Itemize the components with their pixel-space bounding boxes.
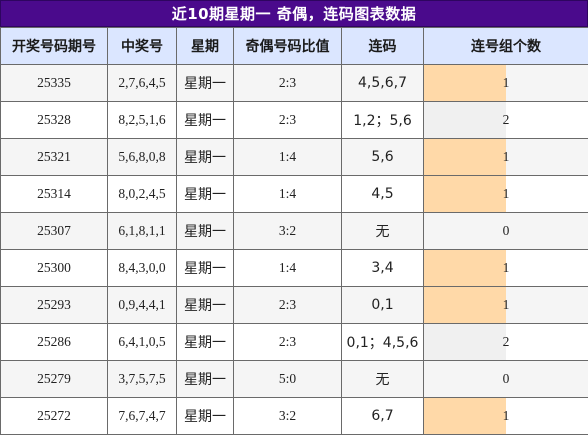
count-bar — [424, 324, 506, 360]
cell-consecutive: 6,7 — [342, 398, 424, 435]
cell-weekday: 星期一 — [177, 213, 234, 250]
cell-issue: 25279 — [1, 361, 108, 398]
count-value: 1 — [503, 260, 510, 275]
cell-ratio: 5:0 — [234, 361, 342, 398]
count-bar — [424, 250, 506, 286]
cell-consecutive: 1,2；5,6 — [342, 102, 424, 139]
count-value: 1 — [503, 186, 510, 201]
cell-consecutive: 4,5 — [342, 176, 424, 213]
cell-weekday: 星期一 — [177, 176, 234, 213]
header-numbers: 中奖号 — [108, 28, 177, 65]
cell-consecutive: 5,6 — [342, 139, 424, 176]
count-bar — [424, 176, 506, 212]
cell-count: 1 — [424, 250, 588, 287]
header-ratio: 奇偶号码比值 — [234, 28, 342, 65]
header-weekday: 星期 — [177, 28, 234, 65]
cell-count: 2 — [424, 102, 588, 139]
cell-issue: 25321 — [1, 139, 108, 176]
cell-issue: 25300 — [1, 250, 108, 287]
cell-weekday: 星期一 — [177, 361, 234, 398]
cell-consecutive: 无 — [342, 213, 424, 250]
cell-issue: 25272 — [1, 398, 108, 435]
count-value: 1 — [503, 297, 510, 312]
cell-consecutive: 0,1 — [342, 287, 424, 324]
cell-numbers: 0,9,4,4,1 — [108, 287, 177, 324]
cell-count: 1 — [424, 176, 588, 213]
cell-consecutive: 无 — [342, 361, 424, 398]
cell-ratio: 2:3 — [234, 102, 342, 139]
cell-ratio: 1:4 — [234, 139, 342, 176]
count-value: 0 — [503, 371, 510, 386]
cell-ratio: 2:3 — [234, 65, 342, 102]
cell-ratio: 1:4 — [234, 176, 342, 213]
count-value: 2 — [503, 334, 510, 349]
cell-ratio: 3:2 — [234, 398, 342, 435]
cell-count: 1 — [424, 65, 588, 102]
header-count: 连号组个数 — [424, 28, 588, 65]
cell-weekday: 星期一 — [177, 65, 234, 102]
cell-numbers: 2,7,6,4,5 — [108, 65, 177, 102]
cell-issue: 25307 — [1, 213, 108, 250]
cell-numbers: 8,2,5,1,6 — [108, 102, 177, 139]
count-bar — [424, 287, 506, 323]
cell-numbers: 3,7,5,7,5 — [108, 361, 177, 398]
cell-ratio: 2:3 — [234, 287, 342, 324]
cell-count: 2 — [424, 324, 588, 361]
cell-consecutive: 0,1；4,5,6 — [342, 324, 424, 361]
cell-issue: 25328 — [1, 102, 108, 139]
cell-weekday: 星期一 — [177, 398, 234, 435]
count-bar — [424, 65, 506, 101]
cell-numbers: 6,4,1,0,5 — [108, 324, 177, 361]
header-consecutive: 连码 — [342, 28, 424, 65]
cell-count: 1 — [424, 139, 588, 176]
cell-weekday: 星期一 — [177, 102, 234, 139]
cell-numbers: 8,4,3,0,0 — [108, 250, 177, 287]
cell-weekday: 星期一 — [177, 139, 234, 176]
header-row: 开奖号码期号 中奖号 星期 奇偶号码比值 连码 连号组个数 — [1, 28, 588, 65]
cell-weekday: 星期一 — [177, 250, 234, 287]
cell-issue: 25335 — [1, 65, 108, 102]
count-value: 1 — [503, 408, 510, 423]
cell-count: 0 — [424, 213, 588, 250]
cell-count: 0 — [424, 361, 588, 398]
cell-consecutive: 4,5,6,7 — [342, 65, 424, 102]
table-title: 近10期星期一 奇偶，连码图表数据 — [0, 0, 588, 27]
header-issue: 开奖号码期号 — [1, 28, 108, 65]
cell-issue: 25286 — [1, 324, 108, 361]
cell-ratio: 3:2 — [234, 213, 342, 250]
count-value: 2 — [503, 112, 510, 127]
cell-count: 1 — [424, 398, 588, 435]
cell-count: 1 — [424, 287, 588, 324]
cell-numbers: 7,6,7,4,7 — [108, 398, 177, 435]
count-bar — [424, 102, 506, 138]
count-bar — [424, 398, 506, 434]
cell-ratio: 2:3 — [234, 324, 342, 361]
cell-issue: 25293 — [1, 287, 108, 324]
count-bar — [424, 139, 506, 175]
cell-ratio: 1:4 — [234, 250, 342, 287]
count-value: 0 — [503, 223, 510, 238]
cell-numbers: 6,1,8,1,1 — [108, 213, 177, 250]
count-value: 1 — [503, 75, 510, 90]
cell-issue: 25314 — [1, 176, 108, 213]
cell-numbers: 5,6,8,0,8 — [108, 139, 177, 176]
cell-numbers: 8,0,2,4,5 — [108, 176, 177, 213]
count-value: 1 — [503, 149, 510, 164]
cell-consecutive: 3,4 — [342, 250, 424, 287]
cell-weekday: 星期一 — [177, 287, 234, 324]
cell-weekday: 星期一 — [177, 324, 234, 361]
